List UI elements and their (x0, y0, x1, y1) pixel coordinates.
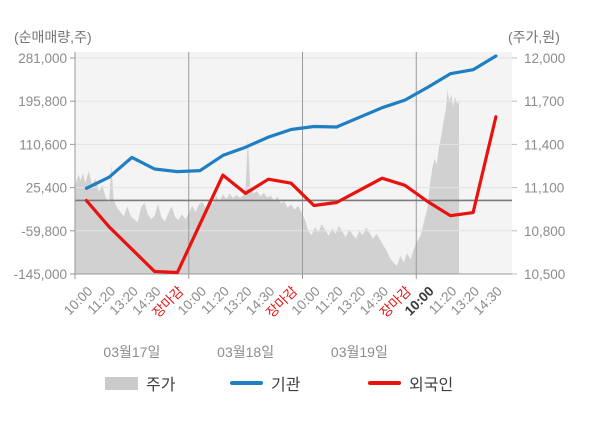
legend-item-institution: 기관 (230, 372, 300, 394)
y-axis-label-right: 11,700 (524, 94, 564, 109)
y-axis-label-left: -59,800 (21, 224, 67, 239)
legend-label-institution: 기관 (271, 377, 301, 394)
x-axis-date-label: 03월17일 (103, 344, 160, 360)
foreigner-line-swatch (368, 381, 401, 385)
y-axis-label-left: 195,800 (18, 94, 67, 109)
y-axis-label-left: 110,600 (19, 137, 67, 152)
y-axis-label-right: 11,100 (524, 181, 564, 196)
y-axis-label-left: -145,000 (14, 267, 67, 282)
y-axis-label-right: 10,500 (524, 267, 565, 282)
x-axis-date-label: 03월18일 (217, 344, 274, 360)
legend-label-foreigner: 외국인 (409, 377, 454, 394)
price-area (75, 89, 459, 274)
y-axis-label-right: 12,000 (524, 51, 565, 66)
right-axis-title: (주가,원) (508, 29, 560, 45)
left-axis-title: (순매매량,주) (14, 29, 92, 45)
y-axis-label-left: 281,000 (18, 51, 67, 66)
y-axis-label-right: 10,800 (524, 224, 565, 239)
legend-label-price: 주가 (146, 377, 176, 394)
foreigner-line (84, 115, 498, 275)
x-axis-date-label: 03월19일 (331, 344, 388, 360)
y-axis-label-right: 11,400 (524, 137, 564, 152)
legend-item-foreigner: 외국인 (368, 372, 453, 394)
legend-item-price: 주가 (105, 372, 175, 394)
price-area-swatch (105, 376, 138, 390)
institution-line-swatch (230, 381, 263, 385)
y-axis-label-left: 25,400 (26, 181, 67, 196)
institution-line (84, 54, 498, 190)
